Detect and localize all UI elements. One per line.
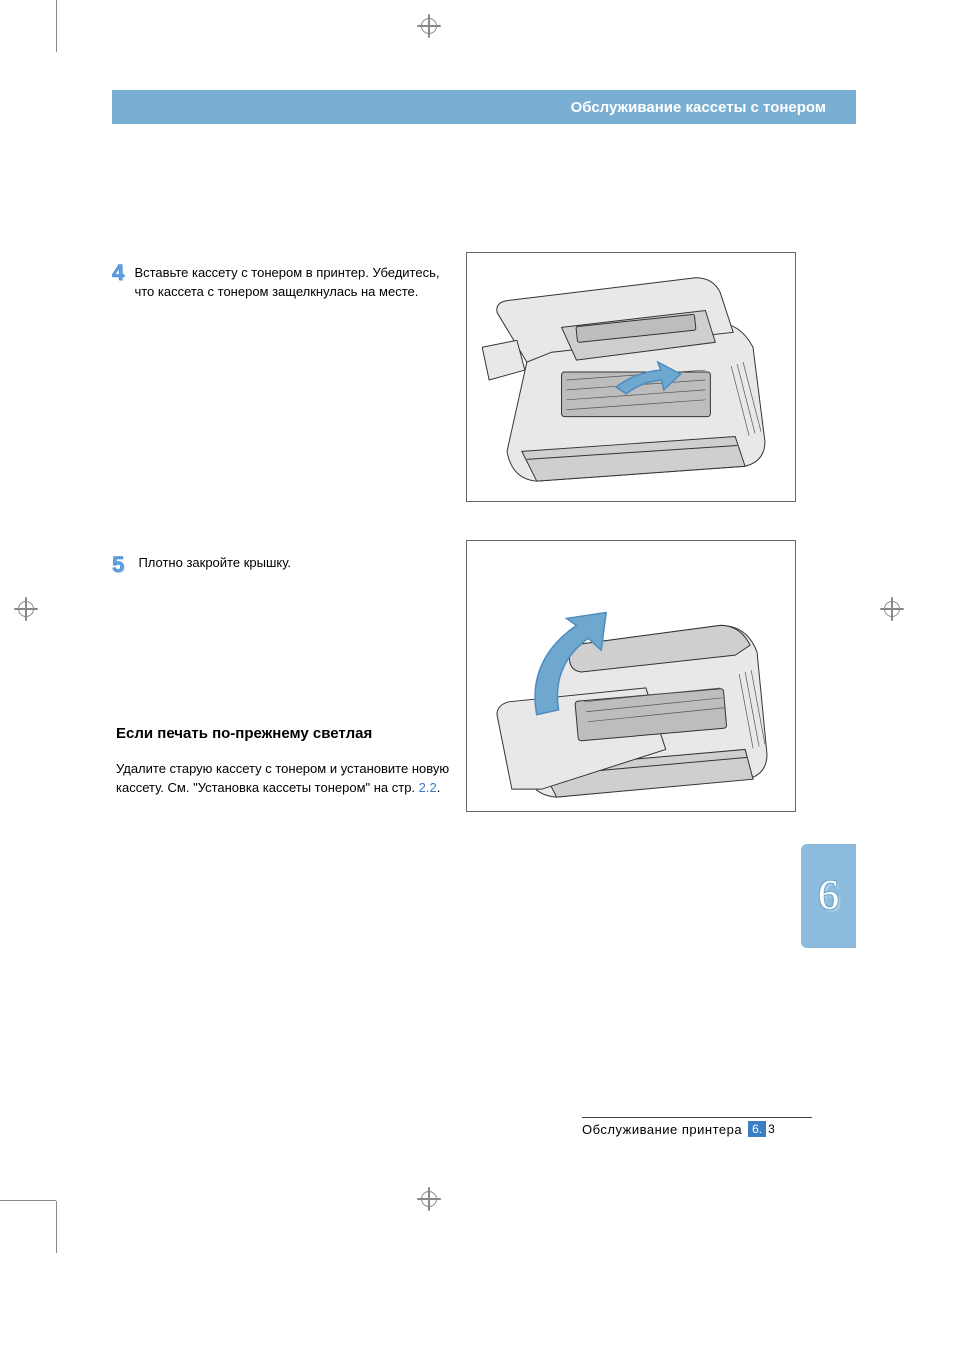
chapter-tab: 6 <box>801 844 856 948</box>
sub-text-after: . <box>437 780 441 795</box>
page-reference-link[interactable]: 2.2 <box>419 780 437 795</box>
sub-heading: Если печать по-прежнему светлая <box>116 725 372 742</box>
sub-text-before: Удалите старую кассету с тонером и устан… <box>116 761 449 795</box>
registration-mark-right <box>880 597 904 621</box>
step-5: 5 Плотно закройте крышку. <box>112 554 452 576</box>
crop-mark <box>56 0 57 52</box>
printer-open-svg <box>467 253 795 501</box>
illustration-insert-cartridge <box>466 252 796 502</box>
crop-mark <box>0 1200 56 1201</box>
section-header-title: Обслуживание кассеты с тонером <box>571 99 826 116</box>
step-4: 4 Вставьте кассету с тонером в принтер. … <box>112 262 452 302</box>
footer-section-name: Обслуживание принтера <box>582 1122 748 1137</box>
step-4-number: 4 <box>112 262 130 284</box>
page-number-minor: 3 <box>766 1121 777 1137</box>
illustration-close-cover <box>466 540 796 812</box>
registration-mark-left <box>14 597 38 621</box>
step-4-text: Вставьте кассету с тонером в принтер. Уб… <box>134 264 444 302</box>
page-root: Обслуживание кассеты с тонером 4 Вставьт… <box>0 0 954 1351</box>
chapter-number: 6 <box>818 872 839 920</box>
crop-mark <box>56 1201 57 1253</box>
page-footer: Обслуживание принтера 6.3 <box>582 1121 812 1137</box>
section-header: Обслуживание кассеты с тонером <box>112 90 856 124</box>
sub-text: Удалите старую кассету с тонером и устан… <box>116 760 456 798</box>
page-number-major: 6. <box>748 1121 766 1137</box>
registration-mark-top <box>417 14 441 38</box>
content-canvas: Обслуживание кассеты с тонером 4 Вставьт… <box>56 52 856 1151</box>
footer-rule <box>582 1117 812 1118</box>
step-5-number: 5 <box>112 554 130 576</box>
step-5-text: Плотно закройте крышку. <box>138 555 291 570</box>
printer-close-svg <box>467 541 795 811</box>
registration-mark-bottom <box>417 1187 441 1211</box>
